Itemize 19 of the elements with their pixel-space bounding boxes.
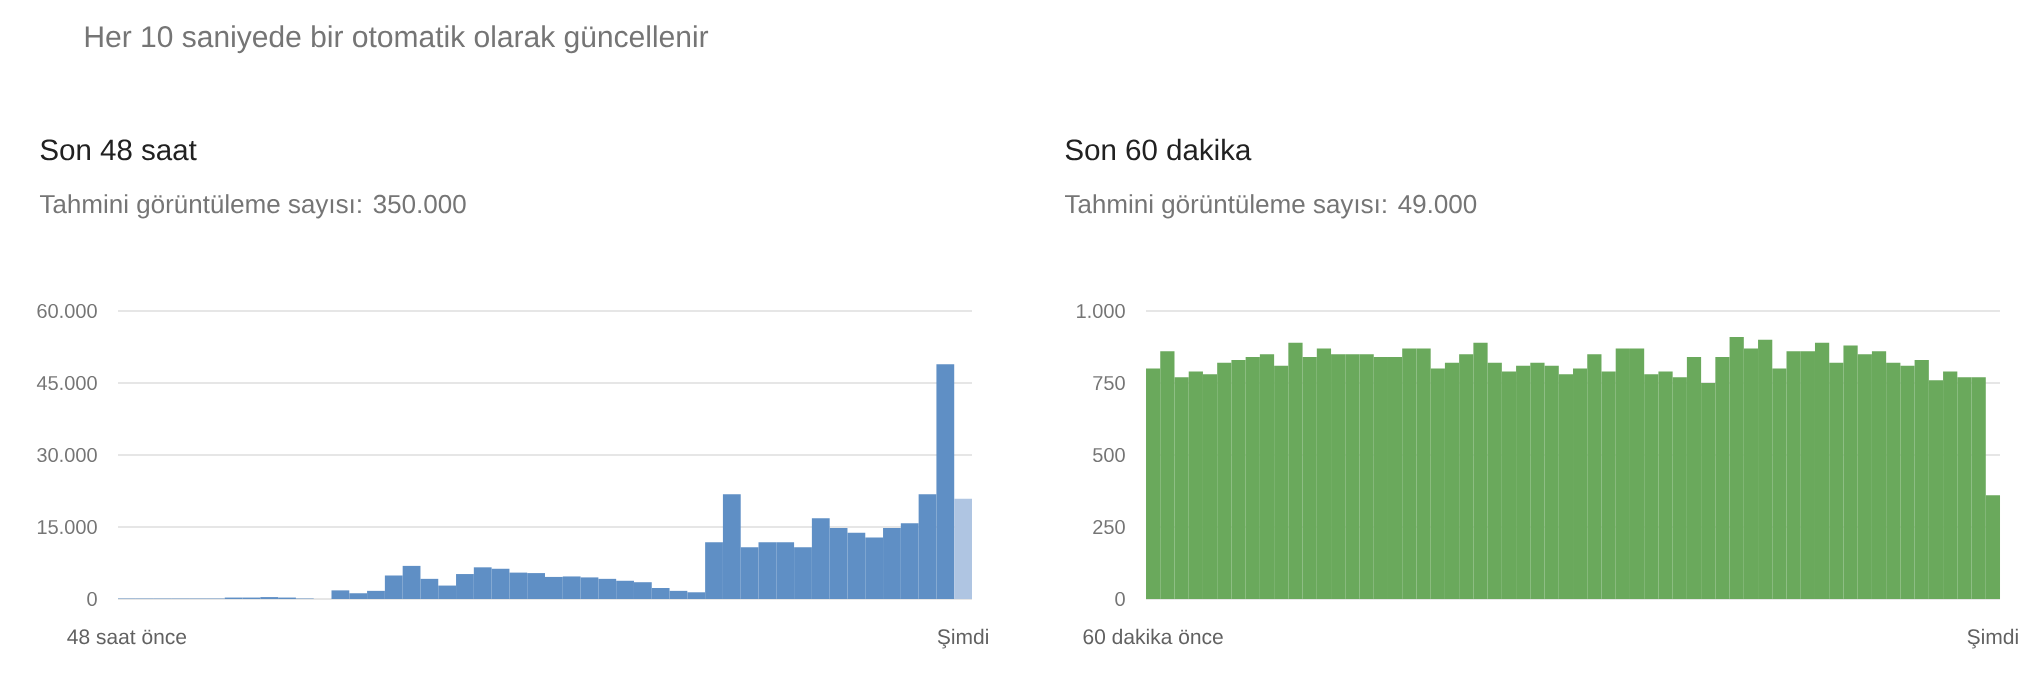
chart-subtitle: Tahmini görüntüleme sayısı: 350.000 (39, 194, 466, 219)
y-tick-label: 250 (1093, 519, 1125, 535)
y-tick-label: 30.000 (37, 447, 97, 463)
chart-subtitle: Tahmini görüntüleme sayısı: 49.000 (1065, 194, 1477, 219)
y-tick-label: 15.000 (37, 519, 97, 535)
x-tick-label: 60 dakika önce (1083, 628, 1223, 645)
y-tick-label: 750 (1093, 375, 1125, 391)
x-tick-label: Şimdi (1967, 628, 2018, 649)
x-tick-label: Şimdi (937, 628, 988, 649)
y-tick-label: 45.000 (36, 375, 97, 391)
chart-title: Son 48 saat (40, 139, 197, 161)
y-tick-label: 0 (1115, 591, 1125, 607)
x-tick-label: 48 saat önce (67, 629, 187, 645)
text: Her 10 saniyede bir otomatik olarak güncellenir (85, 25, 709, 54)
y-tick-label: 1.000 (1077, 303, 1125, 319)
chart-title: Son 60 dakika (1065, 138, 1252, 161)
y-tick-label: 500 (1093, 447, 1125, 463)
y-tick-label: 60.000 (37, 303, 97, 319)
y-tick-label: 0 (87, 591, 97, 607)
